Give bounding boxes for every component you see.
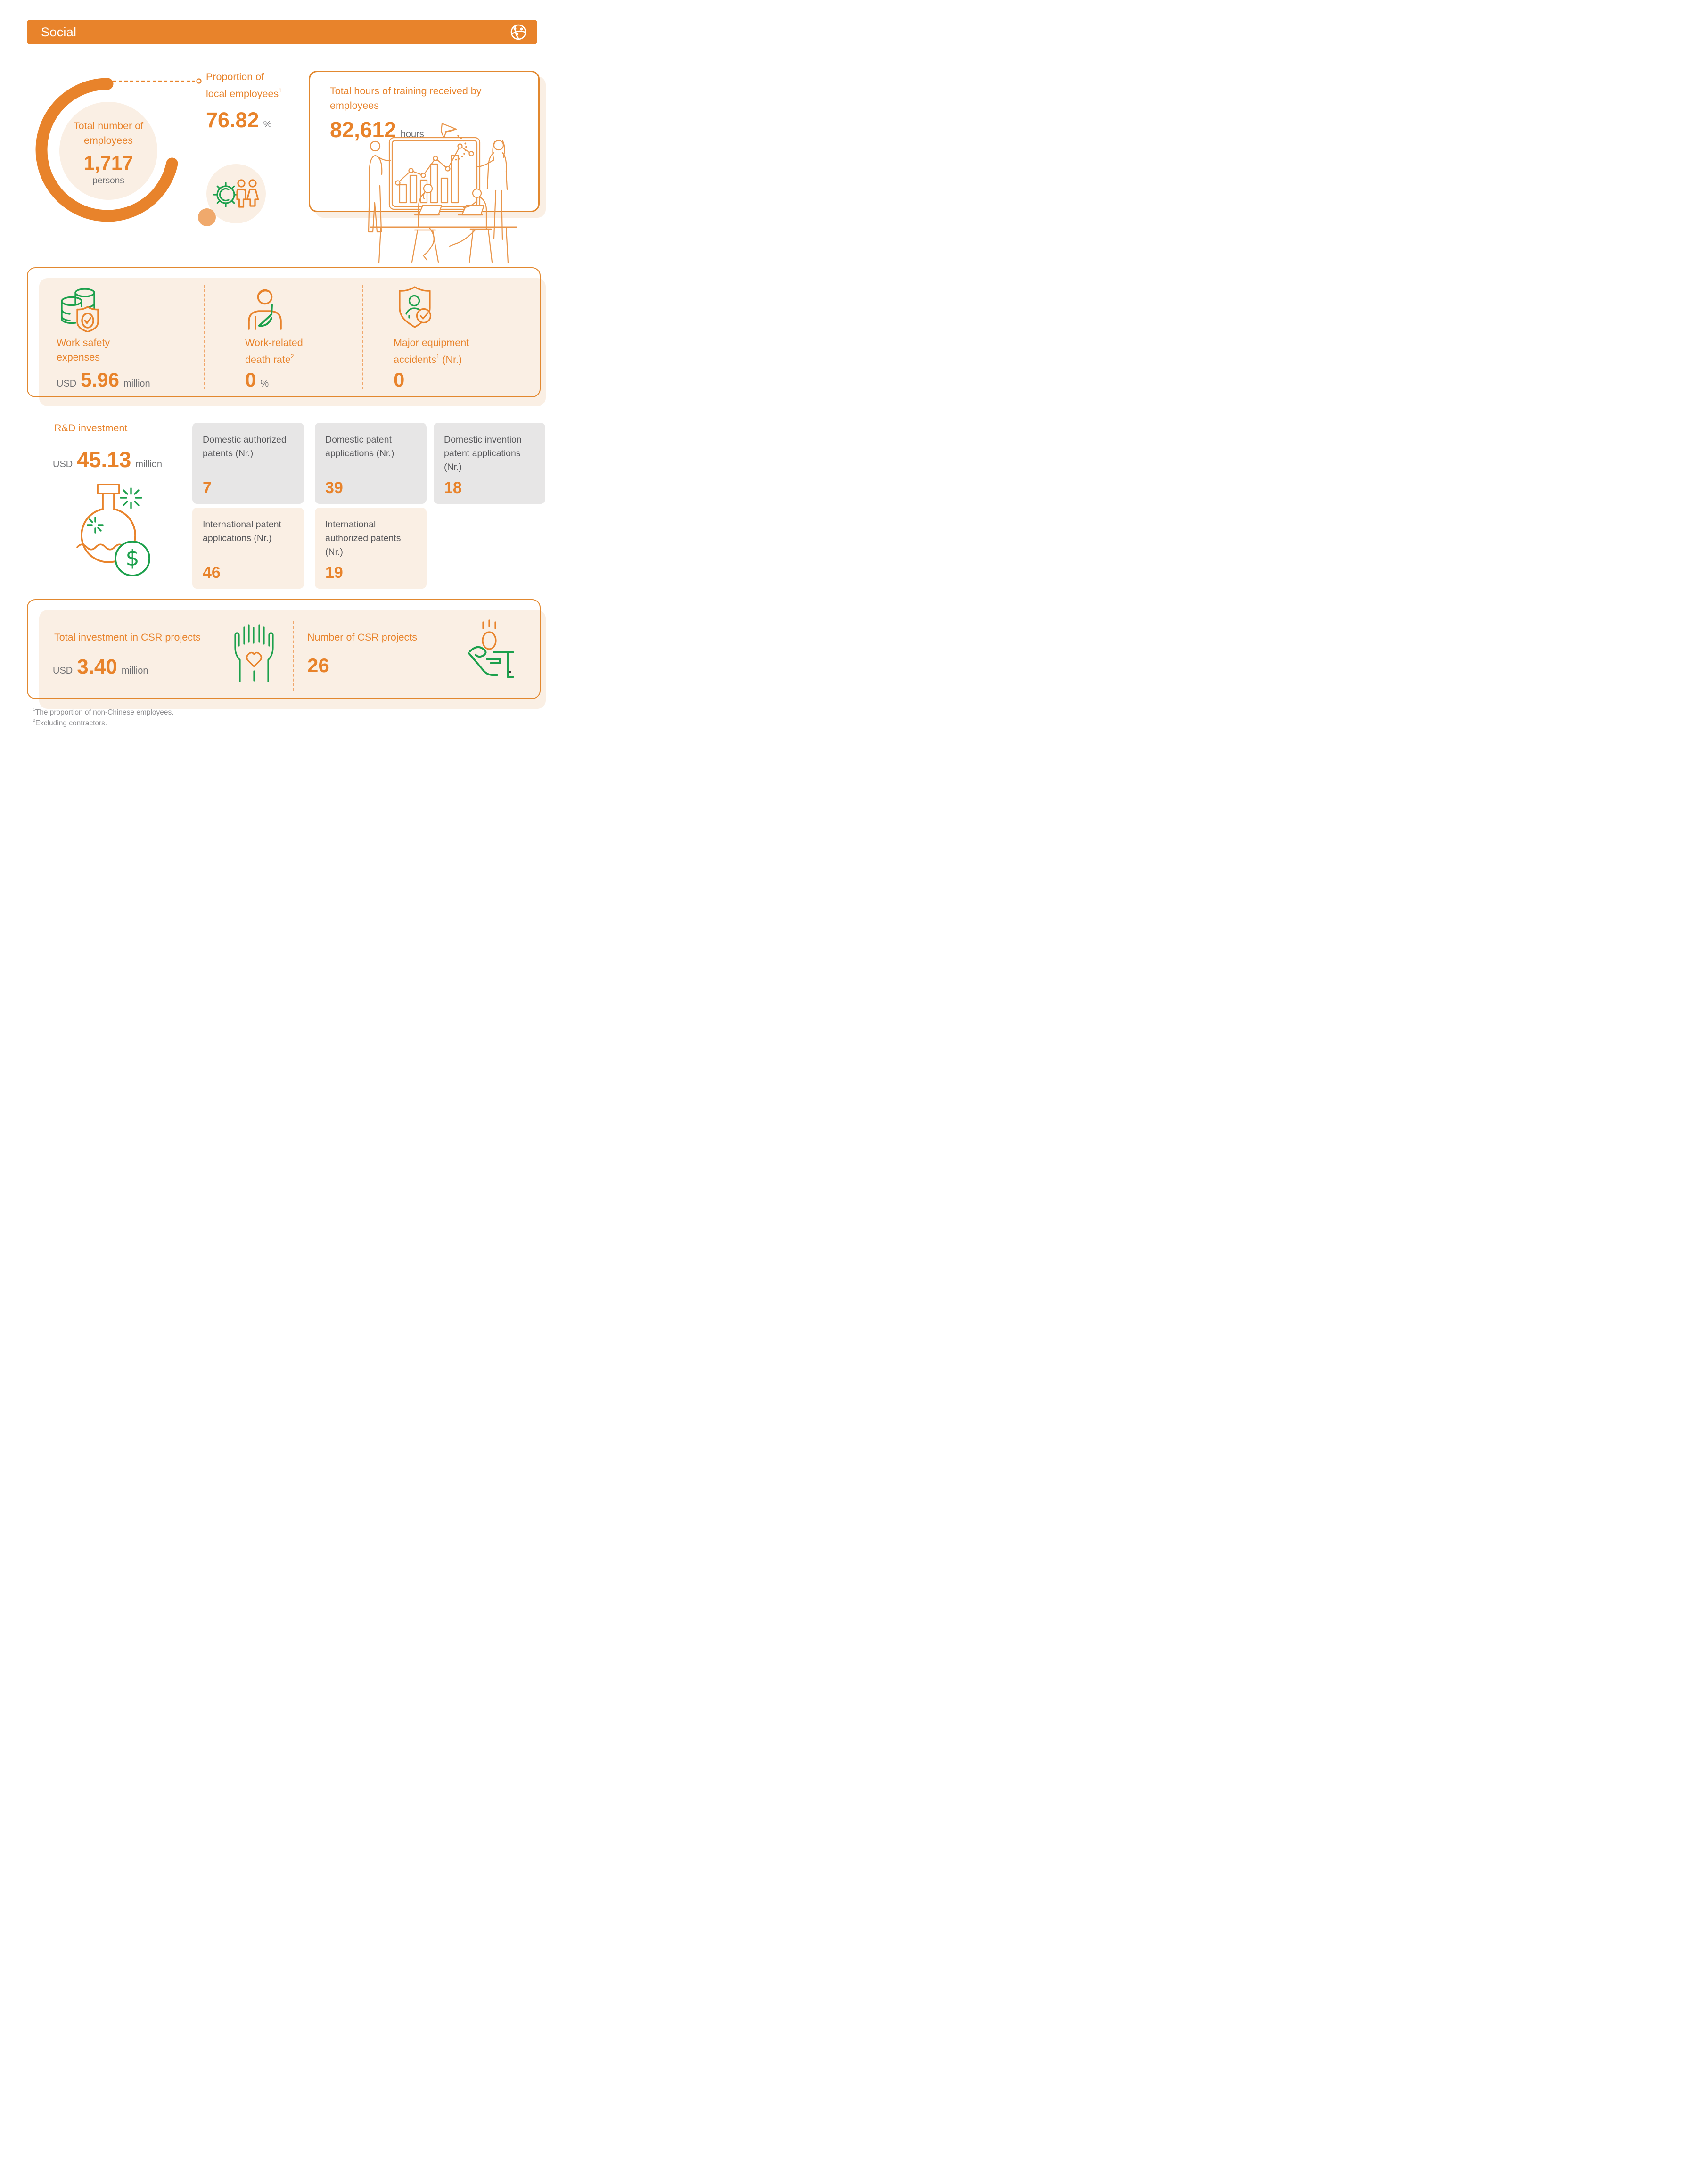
coin-hand-icon — [468, 619, 514, 678]
local-employees-unit: % — [263, 119, 272, 130]
death-rate-value-row: 0 % — [245, 369, 269, 391]
header-bar: Social — [27, 20, 537, 44]
csr-projects-value: 26 — [307, 654, 329, 676]
csr-currency: USD — [53, 666, 73, 676]
work-safety-value: 5.96 — [81, 369, 119, 391]
training-illustration — [368, 123, 517, 264]
rnd-unit: million — [135, 459, 163, 469]
death-rate-unit: % — [260, 378, 269, 389]
infographic-page: { "colors": { "orange": "#E8832B", "gree… — [0, 0, 569, 727]
rnd-currency: USD — [53, 459, 73, 469]
patent-label: Domestic invention patent applications (… — [444, 435, 522, 472]
patent-box-domestic-invention: Domestic invention patent applications (… — [434, 423, 545, 504]
workforce-badge — [206, 164, 266, 223]
patent-label: International patent applications (Nr.) — [203, 519, 281, 543]
safety-divider-2 — [362, 285, 363, 389]
footnote-2: 2Excluding contractors. — [33, 718, 107, 728]
patent-value: 39 — [325, 479, 343, 497]
employees-stat: Total number of employees 1,717 persons — [61, 119, 156, 186]
csr-band-fill — [39, 610, 546, 709]
csr-investment-label: Total investment in CSR projects — [54, 632, 201, 643]
local-employees-value: 76.82 — [206, 108, 259, 132]
ink-speck — [509, 671, 511, 673]
shield-person-check-icon — [399, 286, 432, 328]
employees-value: 1,717 — [83, 152, 133, 174]
injured-person-icon — [248, 289, 282, 330]
local-employees-stat: Proportion of local employees1 76.82 % — [206, 70, 333, 132]
safety-band-border — [27, 267, 541, 397]
training-label: Total hours of training received by empl… — [330, 85, 482, 111]
accent-dot — [198, 208, 216, 226]
csr-projects-value-row: 26 — [307, 654, 329, 677]
training-value-row: 82,612 hours — [330, 117, 424, 142]
page-title: Social — [41, 25, 77, 39]
safety-divider-1 — [204, 285, 205, 389]
patent-value: 19 — [325, 564, 343, 582]
safety-band-fill — [39, 278, 546, 406]
employees-donut-chart — [35, 78, 178, 222]
local-employees-label: Proportion of local employees1 — [206, 71, 282, 100]
csr-investment-unit: million — [121, 666, 148, 676]
csr-band-border — [27, 599, 541, 699]
work-safety-unit: million — [123, 378, 150, 389]
employees-unit: persons — [92, 176, 124, 186]
work-safety-label: Work safety expenses — [57, 337, 110, 363]
csr-projects-label: Number of CSR projects — [307, 632, 417, 643]
hands-heart-icon — [234, 624, 274, 682]
footnote-1: 1The proportion of non-Chinese employees… — [33, 707, 174, 717]
work-safety-currency: USD — [57, 378, 77, 389]
rnd-value: 45.13 — [77, 447, 131, 472]
csr-divider — [293, 621, 294, 691]
coins-shield-icon — [61, 288, 99, 332]
rnd-title: R&D investment — [54, 422, 128, 434]
patent-label: Domestic authorized patents (Nr.) — [203, 435, 287, 459]
work-safety-value-row: USD 5.96 million — [57, 369, 150, 391]
svg-text:$: $ — [125, 545, 139, 571]
patent-label: International authorized patents (Nr.) — [325, 519, 401, 557]
equipment-accidents-label: Major equipment accidents1 (Nr.) — [394, 337, 469, 366]
patent-box-international-applications: International patent applications (Nr.) … — [192, 508, 304, 589]
patent-value: 7 — [203, 479, 212, 497]
gear-people-icon — [213, 179, 259, 208]
rnd-value-row: USD 45.13 million — [53, 447, 162, 472]
patent-value: 18 — [444, 479, 462, 497]
training-value: 82,612 — [330, 117, 396, 142]
csr-investment-value-row: USD 3.40 million — [53, 655, 148, 679]
globe-network-icon — [510, 24, 526, 40]
employees-label: Total number of employees — [73, 120, 144, 146]
training-unit: hours — [400, 129, 424, 140]
death-rate-value: 0 — [245, 369, 256, 391]
patent-box-domestic-applications: Domestic patent applications (Nr.) 39 — [315, 423, 427, 504]
patent-value: 46 — [203, 564, 221, 582]
patent-label: Domestic patent applications (Nr.) — [325, 435, 394, 459]
csr-investment-value: 3.40 — [77, 655, 117, 678]
patent-box-international-authorized: International authorized patents (Nr.) 1… — [315, 508, 427, 589]
equipment-accidents-value: 0 — [394, 369, 405, 391]
patent-box-domestic-authorized: Domestic authorized patents (Nr.) 7 — [192, 423, 304, 504]
connector-dashed-line — [113, 78, 202, 84]
death-rate-label: Work-related death rate2 — [245, 337, 303, 366]
research-flask-icon: $ — [76, 484, 150, 576]
equipment-accidents-value-row: 0 — [394, 369, 404, 391]
